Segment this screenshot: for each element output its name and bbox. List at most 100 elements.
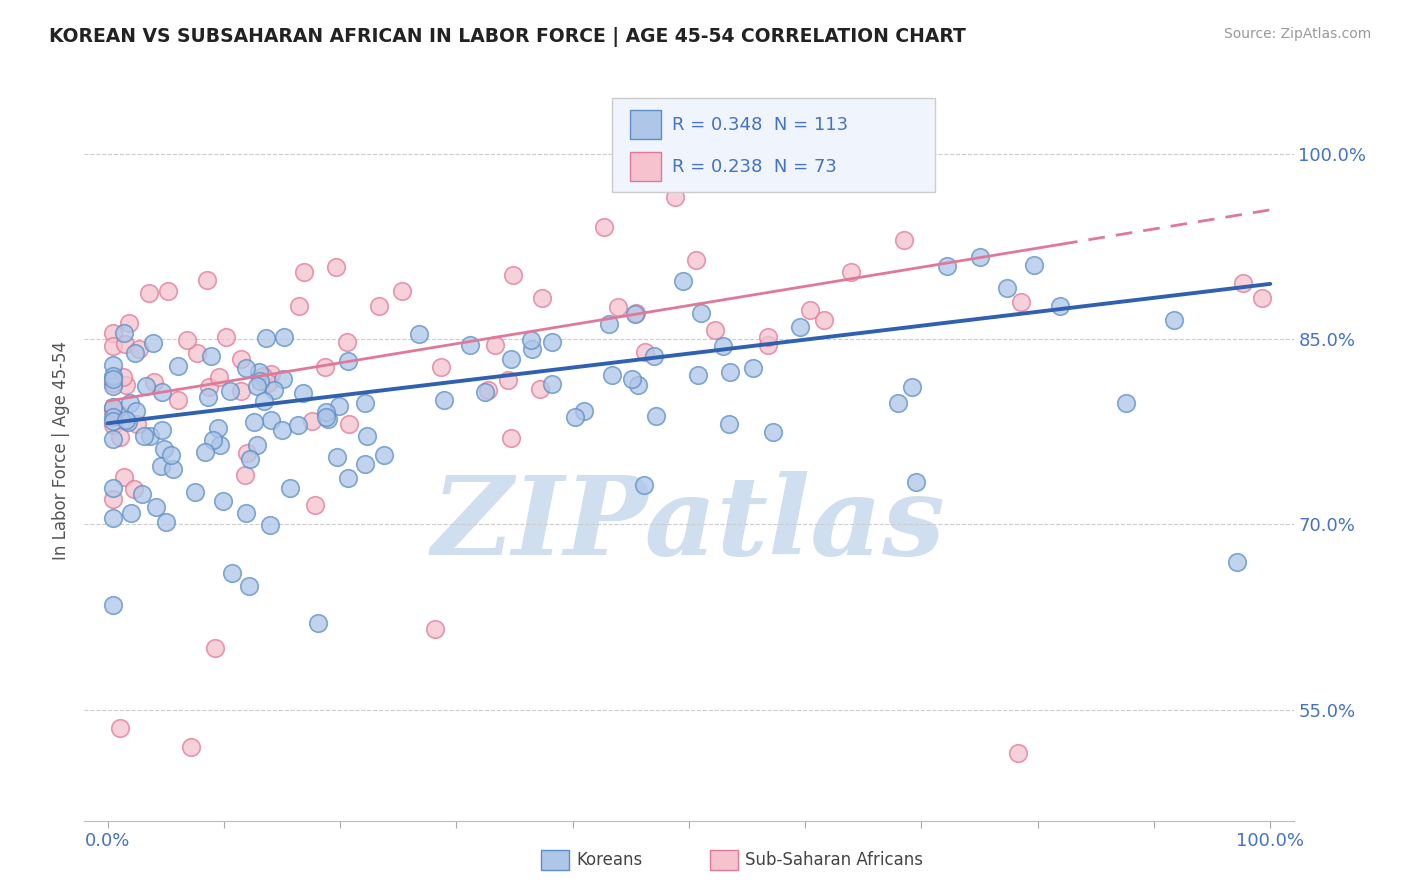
Point (142, 335, 165, 350)
Point (717, 417, 740, 431)
Point (124, 482, 146, 496)
Point (529, 383, 551, 397)
Point (520, 342, 543, 356)
Point (120, 507, 142, 521)
Point (179, 739, 201, 754)
Point (186, 346, 208, 360)
Point (103, 369, 125, 384)
Point (249, 374, 271, 388)
Point (354, 396, 377, 410)
Point (103, 481, 125, 495)
Point (484, 338, 506, 352)
Point (260, 367, 283, 381)
Point (643, 349, 665, 363)
Point (221, 566, 243, 580)
Point (686, 368, 709, 382)
Point (1007, 746, 1029, 760)
Point (315, 409, 337, 424)
Point (108, 407, 131, 421)
Point (620, 372, 643, 386)
Point (799, 302, 821, 317)
Point (741, 360, 763, 375)
Point (125, 417, 148, 431)
Point (153, 442, 176, 456)
Point (103, 339, 125, 353)
Point (762, 425, 785, 439)
Point (103, 432, 125, 446)
Point (304, 498, 326, 512)
Point (936, 259, 959, 273)
Point (1232, 276, 1254, 290)
Point (103, 409, 125, 424)
Point (108, 721, 131, 735)
Point (166, 393, 188, 408)
Point (430, 359, 453, 374)
Point (292, 265, 315, 279)
Point (200, 349, 222, 363)
Point (138, 286, 160, 301)
Point (124, 345, 146, 359)
Point (236, 446, 259, 460)
Point (316, 412, 339, 426)
Point (600, 368, 623, 382)
Point (243, 415, 266, 429)
Point (356, 429, 378, 443)
Point (108, 429, 131, 443)
Point (756, 330, 779, 344)
Point (433, 393, 456, 408)
Point (166, 359, 188, 374)
Point (325, 260, 347, 274)
Point (155, 516, 177, 530)
Point (626, 377, 648, 392)
Point (893, 233, 915, 247)
Point (157, 284, 180, 298)
Point (839, 265, 862, 279)
Point (326, 450, 349, 464)
Point (423, 623, 446, 637)
Point (184, 484, 207, 499)
Point (197, 390, 219, 404)
Point (194, 445, 217, 459)
Point (103, 418, 125, 433)
Point (204, 640, 226, 655)
Point (1163, 313, 1185, 327)
Point (758, 338, 780, 352)
Point (152, 385, 174, 400)
Point (315, 405, 337, 419)
Point (328, 399, 350, 413)
Point (103, 492, 125, 507)
Point (134, 428, 156, 442)
Point (354, 457, 377, 471)
Point (273, 330, 295, 344)
Point (477, 383, 499, 397)
Text: Koreans: Koreans (576, 851, 643, 869)
Point (118, 316, 141, 330)
Point (111, 370, 134, 384)
Point (336, 334, 359, 349)
Point (287, 299, 309, 313)
Point (314, 359, 336, 374)
Point (208, 370, 231, 384)
Point (703, 323, 725, 337)
Point (273, 372, 295, 386)
Point (634, 344, 657, 359)
Point (685, 252, 707, 267)
Point (115, 413, 138, 427)
Text: Source: ZipAtlas.com: Source: ZipAtlas.com (1223, 27, 1371, 41)
Point (502, 268, 524, 282)
Point (564, 410, 586, 425)
Point (259, 517, 281, 532)
Point (103, 403, 125, 417)
Point (593, 220, 616, 235)
Point (813, 313, 835, 327)
Point (238, 579, 260, 593)
Point (103, 326, 125, 340)
Point (198, 379, 221, 393)
Point (496, 373, 519, 387)
Point (260, 413, 283, 427)
Point (114, 336, 136, 351)
Point (1010, 295, 1032, 310)
Point (103, 414, 125, 428)
Point (336, 354, 359, 368)
Point (624, 307, 647, 321)
